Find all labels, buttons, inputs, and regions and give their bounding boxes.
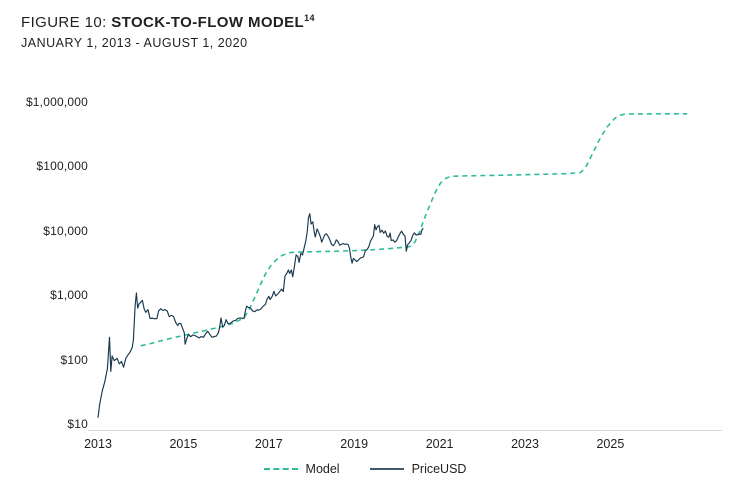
y-axis-tick-label: $1,000: [50, 288, 88, 303]
y-axis-tick-label: $10: [67, 417, 88, 431]
legend-item-model: Model: [263, 462, 340, 476]
figure-title-main: STOCK-TO-FLOW MODEL: [111, 14, 305, 31]
priceusd-line: [97, 213, 424, 418]
figure-subtitle: JANUARY 1, 2013 - AUGUST 1, 2020: [21, 36, 248, 50]
y-axis-tick-label: $10,000: [43, 223, 88, 238]
x-axis-tick-label: 2023: [511, 437, 539, 451]
model-line: [140, 113, 688, 347]
figure-title: FIGURE 10: STOCK-TO-FLOW MODEL14: [21, 8, 315, 33]
figure-title-prefix: FIGURE 10:: [21, 14, 112, 31]
priceusd-solid-line-swatch: [369, 468, 404, 470]
x-axis-tick-label: 2019: [340, 437, 369, 451]
x-axis-tick-label: 2015: [169, 437, 198, 451]
model-dashed-line-swatch: [263, 468, 298, 470]
y-axis-tick-label: $1,000,000: [25, 95, 88, 109]
legend-item-priceusd: PriceUSD: [369, 462, 467, 476]
x-axis-tick-label: 2013: [84, 437, 112, 451]
x-axis-tick-label: 2021: [425, 437, 454, 451]
figure-header: FIGURE 10: STOCK-TO-FLOW MODEL14 JANUARY…: [21, 8, 315, 50]
x-axis-tick-label: 2017: [254, 437, 283, 451]
legend: Model PriceUSD: [0, 462, 730, 476]
y-axis-tick-label: $100: [60, 352, 88, 367]
x-axis-tick-label: 2025: [596, 437, 625, 451]
figure-title-footnote-ref: 14: [304, 13, 315, 23]
y-axis-tick-label: $100,000: [36, 159, 88, 174]
legend-label-model: Model: [305, 462, 340, 476]
legend-label-priceusd: PriceUSD: [411, 462, 467, 476]
